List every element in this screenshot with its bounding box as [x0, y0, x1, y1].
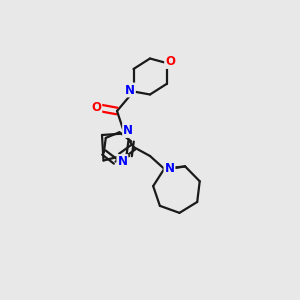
- Text: N: N: [164, 162, 175, 176]
- Text: N: N: [117, 155, 128, 168]
- Text: O: O: [165, 55, 175, 68]
- Text: N: N: [125, 83, 135, 97]
- Text: O: O: [91, 100, 101, 114]
- Text: N: N: [123, 124, 133, 137]
